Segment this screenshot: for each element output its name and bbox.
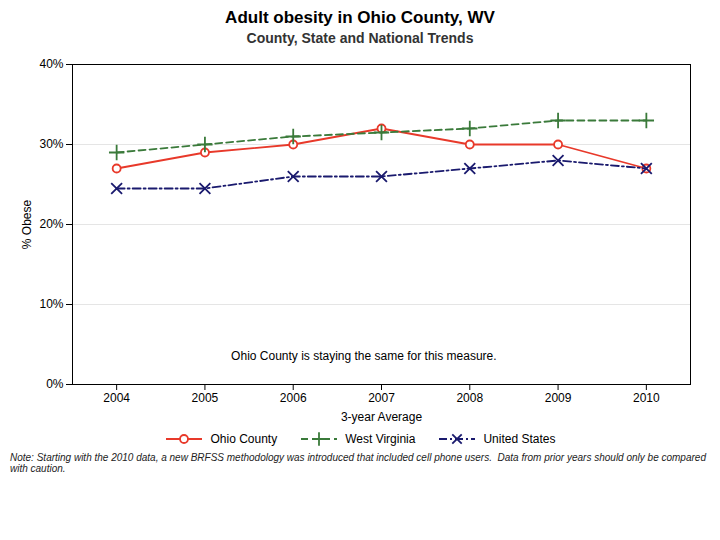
svg-text:2010: 2010 xyxy=(633,391,660,405)
svg-text:40%: 40% xyxy=(39,57,63,71)
svg-text:2004: 2004 xyxy=(103,391,130,405)
svg-text:2005: 2005 xyxy=(192,391,219,405)
html-text:United States: United States xyxy=(483,432,556,446)
html-text:County, State and National Tre: County, State and National Trends xyxy=(246,30,474,46)
svg-text:2006: 2006 xyxy=(280,391,307,405)
svg-text:Ohio County is staying the sam: Ohio County is staying the same for this… xyxy=(231,349,496,363)
svg-text:2008: 2008 xyxy=(456,391,483,405)
html-text:Ohio County: Ohio County xyxy=(210,432,278,446)
svg-text:% Obese: % Obese xyxy=(20,199,34,249)
html-text:Note: Starting with the 2010 d: Note: Starting with the 2010 data, a new… xyxy=(10,452,709,474)
svg-text:2009: 2009 xyxy=(545,391,572,405)
html-text:West Virginia: West Virginia xyxy=(345,432,416,446)
svg-text:30%: 30% xyxy=(39,137,63,151)
svg-text:3-year Average: 3-year Average xyxy=(341,410,422,424)
svg-text:10%: 10% xyxy=(39,297,63,311)
svg-text:2007: 2007 xyxy=(368,391,395,405)
svg-text:0%: 0% xyxy=(46,377,64,391)
html-text:Adult obesity in Ohio County,: Adult obesity in Ohio County, WV xyxy=(225,8,495,27)
svg-text:20%: 20% xyxy=(39,217,63,231)
